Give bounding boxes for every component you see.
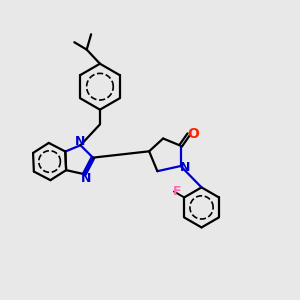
Text: N: N — [75, 135, 86, 148]
Text: F: F — [173, 185, 182, 198]
Text: N: N — [81, 172, 91, 185]
Text: N: N — [180, 161, 190, 174]
Text: O: O — [187, 127, 199, 141]
